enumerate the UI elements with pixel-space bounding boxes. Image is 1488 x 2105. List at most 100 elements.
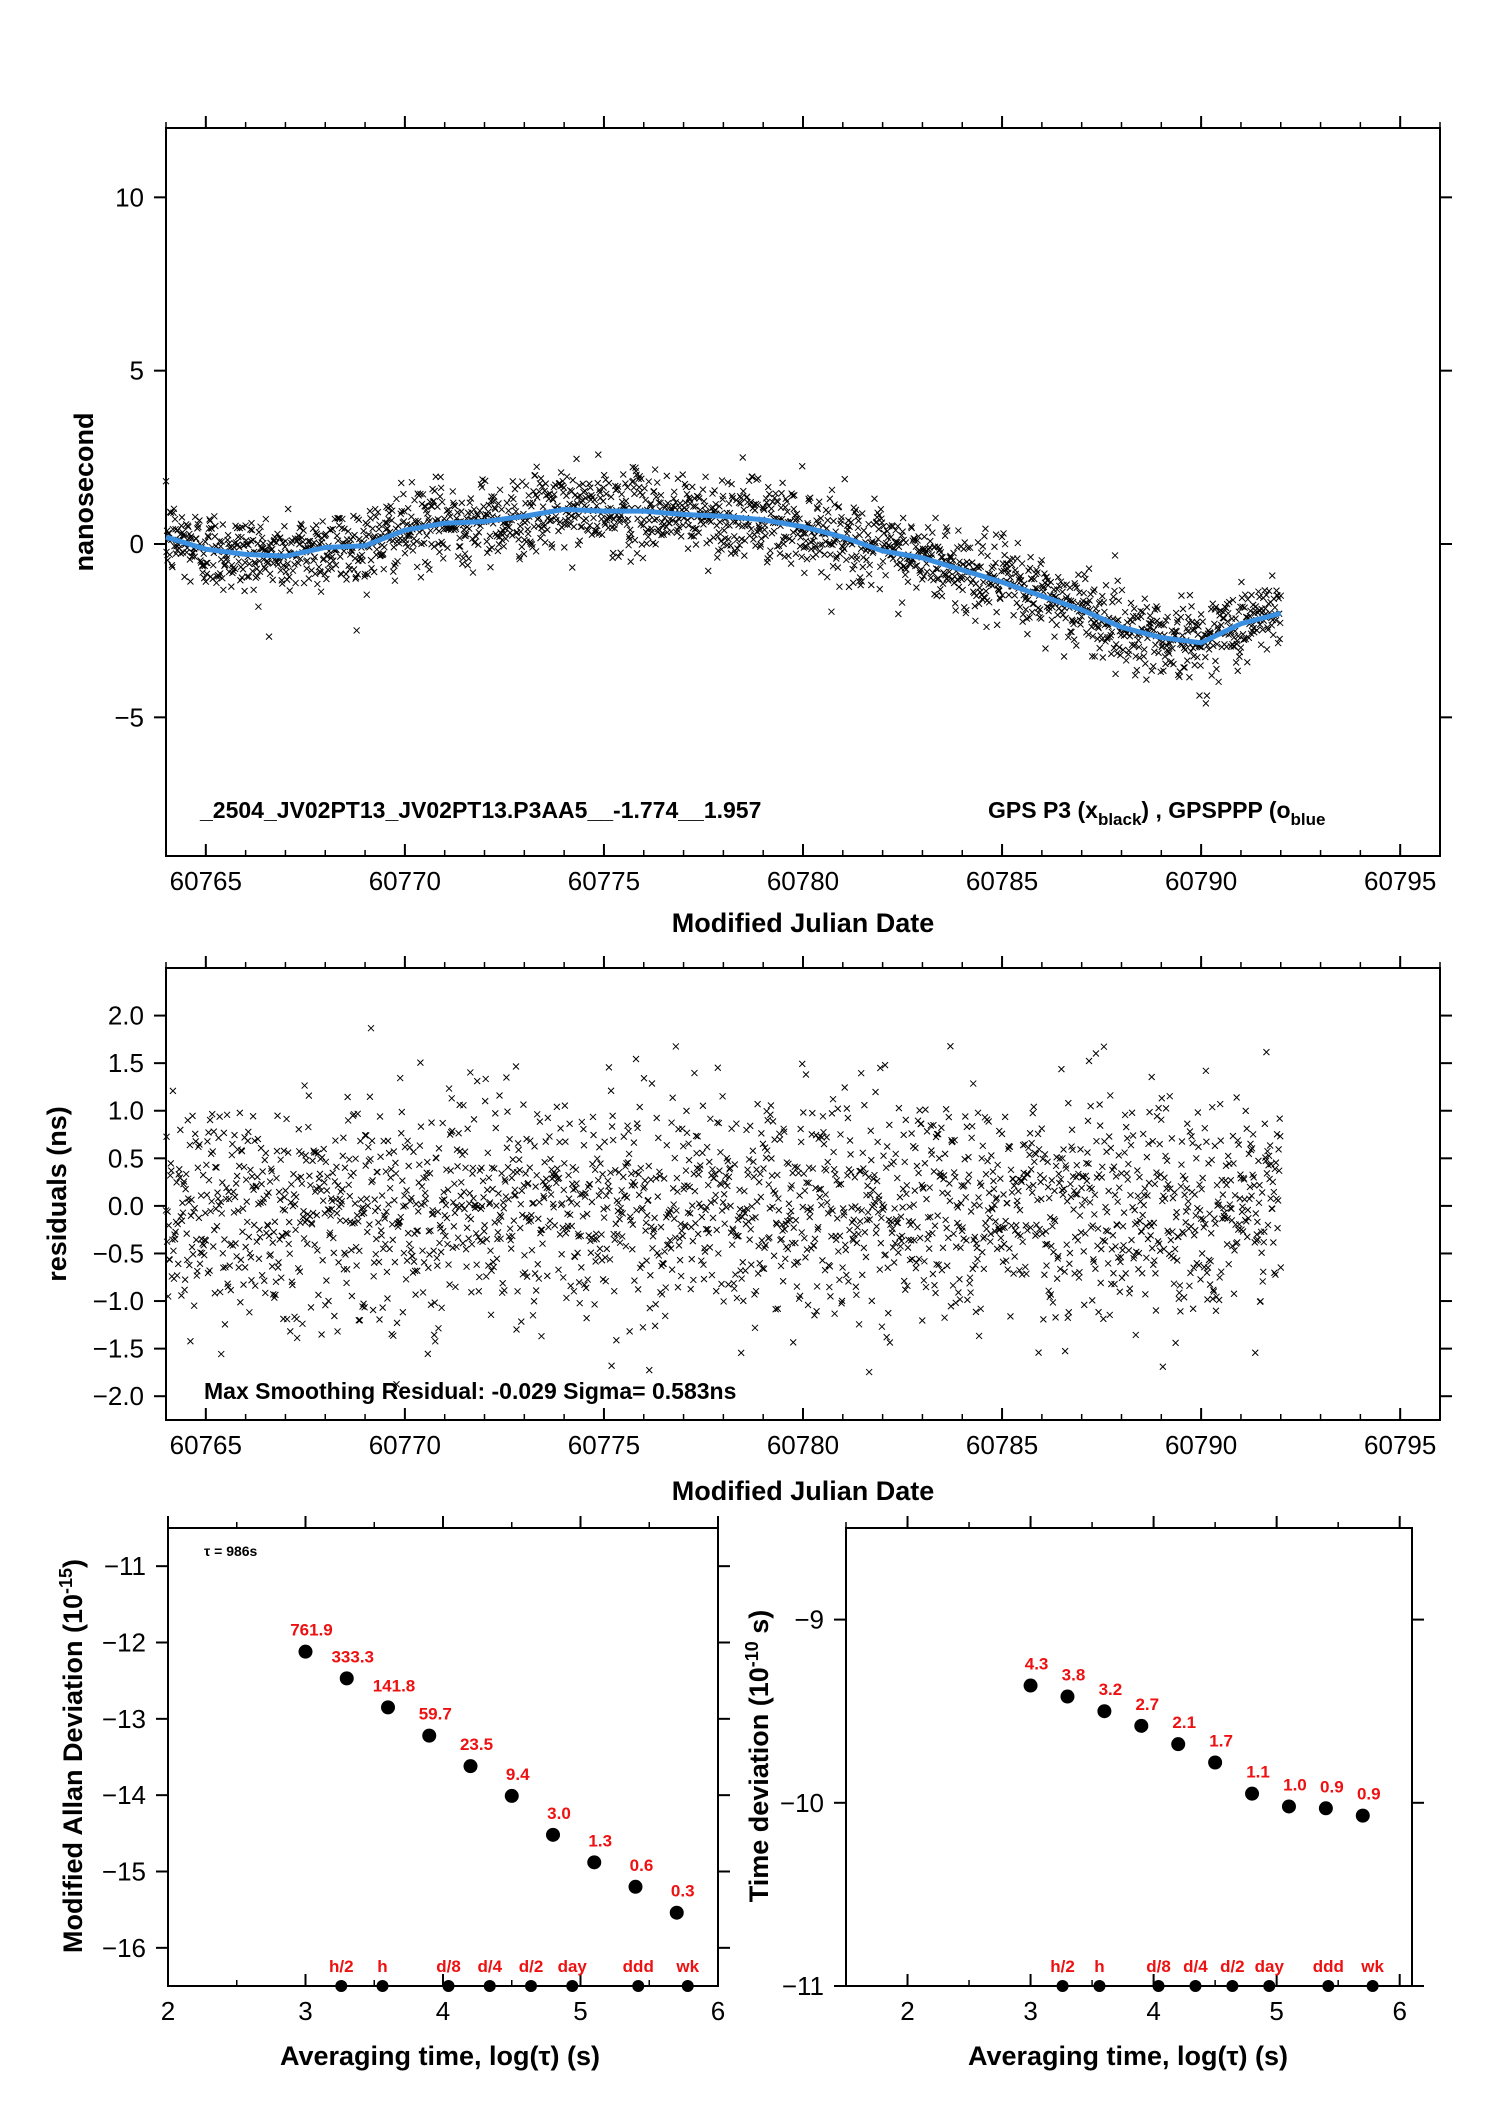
gps-p3-point bbox=[465, 555, 473, 563]
gps-p3-point bbox=[1212, 657, 1219, 665]
residual-point bbox=[1138, 1228, 1145, 1236]
gps-p3-point bbox=[285, 573, 293, 581]
gps-p3-point bbox=[216, 537, 223, 545]
residual-point bbox=[1188, 1133, 1195, 1140]
gps-p3-point bbox=[1030, 575, 1038, 583]
residual-point bbox=[736, 1186, 743, 1194]
gps-p3-point bbox=[711, 487, 718, 494]
gps-p3-point bbox=[736, 541, 743, 549]
gps-p3-point bbox=[630, 477, 637, 485]
residual-point bbox=[487, 1247, 494, 1255]
gps-p3-point bbox=[619, 471, 627, 478]
residual-point bbox=[824, 1209, 832, 1217]
residual-point bbox=[566, 1120, 573, 1128]
residual-point bbox=[707, 1115, 714, 1123]
residual-point bbox=[694, 1133, 701, 1140]
gps-p3-point bbox=[574, 541, 582, 549]
gps-p3-point bbox=[254, 540, 262, 547]
residual-point bbox=[697, 1257, 705, 1265]
gps-p3-point bbox=[702, 473, 709, 481]
residual-point bbox=[205, 1129, 212, 1136]
residual-point bbox=[1008, 1189, 1016, 1196]
gps-p3-point bbox=[684, 516, 691, 524]
gps-p3-point bbox=[294, 559, 302, 567]
gps-p3-point bbox=[1276, 635, 1284, 643]
time-marker-label: d/4 bbox=[477, 1957, 502, 1976]
gps-p3-point bbox=[1177, 613, 1185, 621]
residual-point bbox=[597, 1160, 604, 1168]
residual-point bbox=[627, 1170, 635, 1178]
residual-point bbox=[469, 1164, 477, 1172]
residual-point bbox=[640, 1074, 648, 1082]
residual-point bbox=[418, 1183, 426, 1190]
residual-point bbox=[938, 1266, 946, 1274]
residual-point bbox=[752, 1213, 759, 1221]
residual-point bbox=[1169, 1194, 1177, 1202]
residual-point bbox=[1157, 1116, 1165, 1124]
gps-p3-point bbox=[1160, 621, 1168, 629]
gps-p3-point bbox=[575, 512, 583, 520]
residual-point bbox=[1038, 1230, 1046, 1238]
residual-point bbox=[400, 1249, 408, 1257]
gps-p3-point bbox=[543, 526, 551, 534]
gps-p3-point bbox=[430, 497, 438, 505]
deviation-point-label: 141.8 bbox=[373, 1676, 416, 1695]
residual-point bbox=[397, 1129, 405, 1137]
residual-point bbox=[203, 1191, 211, 1199]
gps-p3-point bbox=[208, 525, 216, 532]
gps-p3-point bbox=[449, 499, 457, 507]
gps-p3-point bbox=[524, 530, 532, 538]
residual-point bbox=[214, 1189, 221, 1196]
residual-point bbox=[1041, 1150, 1049, 1158]
gps-p3-point bbox=[369, 525, 376, 532]
allan-time-markers: h/2 h d/8 d/4 d/2 day ddd wk bbox=[329, 1957, 700, 1992]
residual-point bbox=[720, 1298, 727, 1305]
residual-point bbox=[1202, 1067, 1210, 1075]
gps-p3-point bbox=[327, 526, 334, 534]
residual-point bbox=[570, 1287, 578, 1295]
gps-p3-point bbox=[761, 522, 769, 529]
gps-p3-point bbox=[929, 569, 937, 577]
residual-point bbox=[863, 1216, 871, 1224]
gps-p3-point bbox=[1062, 614, 1070, 622]
time-marker-dot bbox=[376, 1980, 389, 1992]
residual-point bbox=[830, 1148, 837, 1156]
residual-point bbox=[209, 1243, 217, 1250]
residual-point bbox=[173, 1272, 181, 1279]
gps-p3-point bbox=[1007, 574, 1014, 581]
gps-p3-point bbox=[439, 541, 447, 548]
residual-point bbox=[821, 1266, 829, 1274]
residual-point bbox=[1167, 1236, 1175, 1244]
gps-p3-point bbox=[455, 543, 463, 550]
residual-point bbox=[351, 1219, 358, 1227]
gps-p3-point bbox=[547, 515, 555, 523]
residual-point bbox=[1097, 1245, 1105, 1253]
residual-point bbox=[1125, 1247, 1133, 1254]
tdev-frame bbox=[845, 1527, 1413, 1987]
residual-point bbox=[1252, 1210, 1260, 1217]
residual-point bbox=[949, 1137, 956, 1145]
residual-point bbox=[1016, 1206, 1024, 1214]
residual-point bbox=[871, 1171, 878, 1179]
gps-p3-point bbox=[341, 525, 348, 533]
series-id-annotation: _2504_JV02PT13_JV02PT13.P3AA5__-1.774__1… bbox=[199, 797, 761, 823]
residual-point bbox=[849, 1237, 857, 1244]
residual-point bbox=[996, 1175, 1004, 1182]
residual-point bbox=[900, 1277, 908, 1285]
gps-p3-point bbox=[205, 533, 212, 541]
residual-point bbox=[765, 1234, 773, 1241]
residual-point bbox=[945, 1180, 953, 1187]
residual-point bbox=[654, 1193, 662, 1200]
y-tick-label: −2.0 bbox=[93, 1381, 144, 1411]
gps-p3-point bbox=[605, 479, 613, 487]
gps-p3-point bbox=[436, 548, 443, 556]
residual-point bbox=[685, 1140, 692, 1148]
gps-p3-point bbox=[821, 551, 828, 558]
residual-point bbox=[985, 1189, 993, 1197]
residual-point bbox=[258, 1271, 266, 1279]
residual-point bbox=[1192, 1212, 1200, 1219]
residual-point bbox=[496, 1092, 503, 1099]
gps-p3-point bbox=[924, 524, 932, 531]
residual-point bbox=[243, 1218, 251, 1226]
residual-point bbox=[1273, 1130, 1281, 1138]
